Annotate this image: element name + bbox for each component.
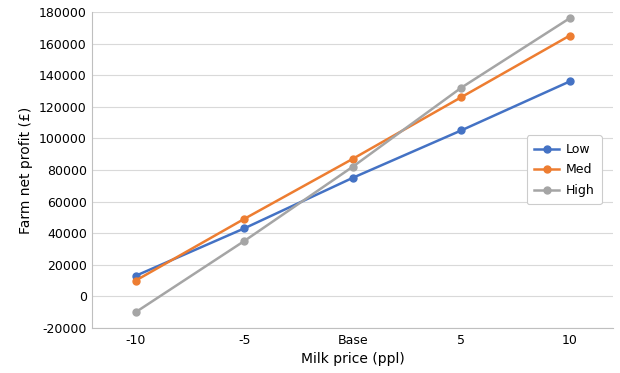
Legend: Low, Med, High: Low, Med, High bbox=[526, 135, 601, 204]
Low bbox=[566, 79, 574, 84]
Low bbox=[349, 176, 356, 180]
Low bbox=[241, 226, 248, 231]
Med bbox=[349, 157, 356, 161]
High bbox=[458, 85, 465, 90]
Med bbox=[241, 217, 248, 221]
Low bbox=[132, 273, 140, 278]
Line: Med: Med bbox=[132, 32, 573, 284]
Y-axis label: Farm net profit (£): Farm net profit (£) bbox=[19, 106, 33, 233]
High bbox=[132, 310, 140, 314]
Line: Low: Low bbox=[132, 78, 573, 279]
Med bbox=[458, 95, 465, 100]
Line: High: High bbox=[132, 15, 573, 316]
High bbox=[241, 239, 248, 243]
Med bbox=[566, 34, 574, 38]
High bbox=[566, 16, 574, 21]
High bbox=[349, 164, 356, 169]
Med bbox=[132, 278, 140, 283]
Low bbox=[458, 128, 465, 133]
X-axis label: Milk price (ppl): Milk price (ppl) bbox=[301, 352, 405, 366]
